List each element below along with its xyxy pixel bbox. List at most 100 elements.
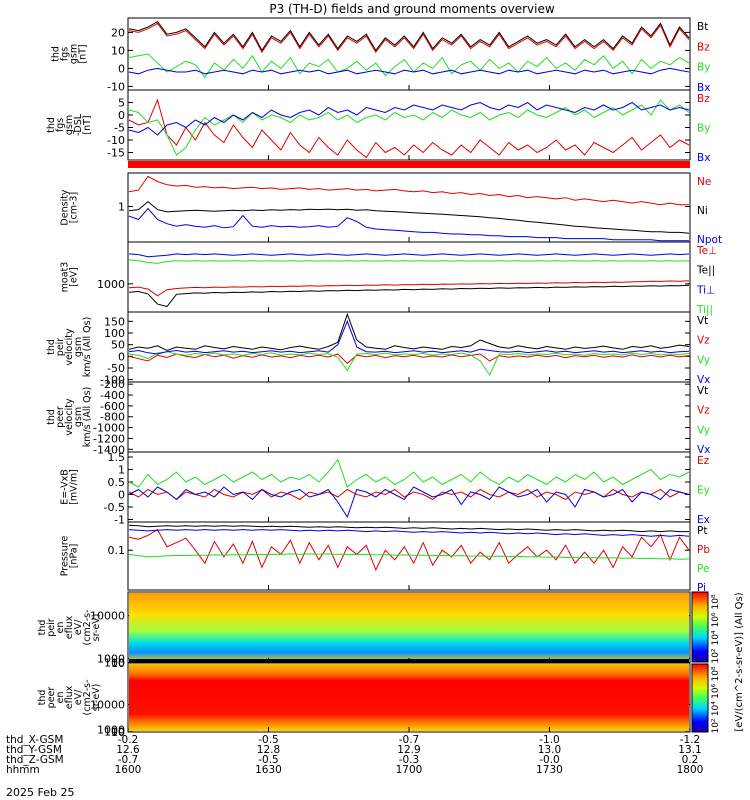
series-By <box>128 99 690 156</box>
xrow-value: -0.3 <box>399 754 420 766</box>
ylabel-line: (cm2-s- <box>82 679 93 715</box>
spectrogram <box>129 664 689 731</box>
ylabel-line: en <box>55 692 66 704</box>
ytick-label: 10 <box>111 726 125 739</box>
xrow-label: thd_Z-GSM <box>6 754 64 766</box>
ytick-label: -100 <box>100 374 125 387</box>
series-Npot <box>128 207 689 242</box>
series-Ey <box>128 458 690 488</box>
ytick-label: 20 <box>111 26 125 39</box>
ytick-label: 100 <box>104 726 125 739</box>
colorbar <box>691 591 709 663</box>
series-Bx <box>128 67 690 75</box>
xrow-value: 13.0 <box>538 744 561 756</box>
ytick-label: 100 <box>104 327 125 340</box>
ylabel-line: en <box>55 622 66 634</box>
xrow-value: -0.7 <box>399 734 420 746</box>
colorbar-tick: 10⁸ <box>711 666 721 681</box>
ytick-label: 10000 <box>90 698 125 711</box>
xrow-value: -0.5 <box>258 734 279 746</box>
ylabel-line: velocity <box>64 328 75 366</box>
legend-Te⊥: Te⊥ <box>696 245 717 257</box>
ylabel-line: peir <box>46 618 57 637</box>
legend-Bz: Bz <box>697 41 710 53</box>
ytick-label: -1200 <box>93 432 125 445</box>
legend-Bx: Bx <box>697 152 710 164</box>
legend-Vx: Vx <box>697 444 710 456</box>
ytick-label: 0.5 <box>108 476 126 489</box>
ylabel-line: fgs <box>60 47 71 61</box>
ytick-label: -800 <box>100 411 125 424</box>
ylabel-line: moat3 <box>60 262 71 293</box>
panel-frame <box>127 451 691 523</box>
xrow-value: 12.8 <box>257 744 280 756</box>
ylabel-line: thd <box>46 117 57 133</box>
ylabel-line: Pressure <box>60 536 71 577</box>
legend-Bx: Bx <box>697 82 710 94</box>
ylabel-line: peer <box>46 687 57 709</box>
ylabel-line: thd <box>46 339 57 355</box>
ylabel-line: thd <box>37 690 48 706</box>
series-Bz <box>128 22 690 54</box>
ytick-label: -400 <box>100 389 125 402</box>
series-Vz <box>128 353 690 364</box>
xrow-value: -0.7 <box>118 754 139 766</box>
ytick-label: -600 <box>100 400 125 413</box>
legend-Bz: Bz <box>697 93 710 105</box>
ytick-label: 0 <box>118 489 125 502</box>
series-Pe <box>128 553 690 560</box>
ytick-label: -50 <box>107 362 125 375</box>
ytick-label: 1.5 <box>108 451 126 464</box>
legend-Bt: Bt <box>697 21 708 33</box>
colorbar-tick: 10² <box>711 648 721 663</box>
series-Vt <box>128 312 690 352</box>
legend-Pe: Pe <box>697 563 709 575</box>
ytick-label: 0 <box>118 350 125 363</box>
legend-Vy: Vy <box>697 354 710 366</box>
ylabel-line: sr-eV) <box>91 684 102 712</box>
ytick-label: -15 <box>107 147 125 160</box>
ytick-label: 5 <box>118 97 125 110</box>
ytick-label: -1000 <box>93 422 125 435</box>
panel-4: moat3[eV] 1000 Te⊥ Te|| Ti⊥ Ti|| <box>60 241 717 316</box>
spectrogram <box>129 593 689 662</box>
series-Ne <box>128 175 689 206</box>
status-bar <box>128 165 690 168</box>
series-Vx <box>128 319 690 355</box>
ylabel-line: [nPa] <box>69 544 80 569</box>
ytick-label: 1000 <box>97 652 125 665</box>
legend-Ti||: Ti|| <box>696 304 713 316</box>
ylabel-line: [eV] <box>69 267 80 287</box>
legend-By: By <box>697 122 710 134</box>
xrow-value: -0.0 <box>539 754 560 766</box>
legend-Ex: Ex <box>697 514 710 526</box>
ylabel-line: gsm <box>73 407 84 427</box>
legend-Pt: Pt <box>697 525 707 537</box>
ylabel-line: sr-eV) <box>91 614 102 642</box>
series-Ez <box>128 488 690 501</box>
legend-Ez: Ez <box>697 455 710 467</box>
ylabel-line: thd <box>37 620 48 636</box>
legend-Vt: Vt <box>697 315 708 327</box>
xrow-value: -1.0 <box>539 734 560 746</box>
date-label: 2025 Feb 25 <box>6 786 74 799</box>
series-Pt <box>128 524 689 533</box>
ytick-label: -200 <box>100 378 125 391</box>
series-Te|| <box>128 284 690 308</box>
legend-Ne: Ne <box>697 176 711 188</box>
colorbar-tick: 10⁴ <box>711 630 721 645</box>
panel-frame <box>127 381 691 453</box>
xrow-value: 1600 <box>115 764 142 776</box>
xrow-label: thd_X-GSM <box>6 734 63 746</box>
colorbar-tick: 10⁸ <box>711 594 721 609</box>
ylabel-line: eflux <box>64 615 75 639</box>
ylabel-line: -DSL <box>73 113 84 136</box>
ylabel-line: (cm2-s- <box>82 609 93 645</box>
ytick-label: 50 <box>111 339 125 352</box>
series-Bt <box>128 20 690 52</box>
xrow-value: 12.9 <box>397 744 420 756</box>
colorbar-tick: 10⁴ <box>711 701 721 716</box>
ylabel-line: eV/ <box>73 619 84 635</box>
